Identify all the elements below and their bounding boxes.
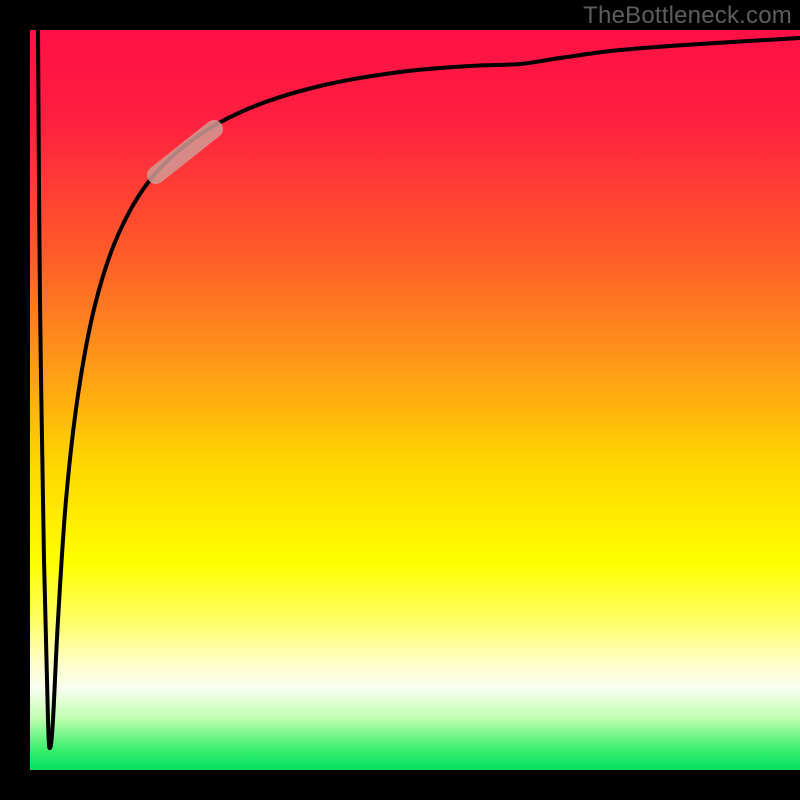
plot-background	[30, 30, 800, 770]
watermark-text: TheBottleneck.com	[583, 2, 792, 30]
bottleneck-chart	[0, 0, 800, 800]
chart-container: TheBottleneck.com	[0, 0, 800, 800]
